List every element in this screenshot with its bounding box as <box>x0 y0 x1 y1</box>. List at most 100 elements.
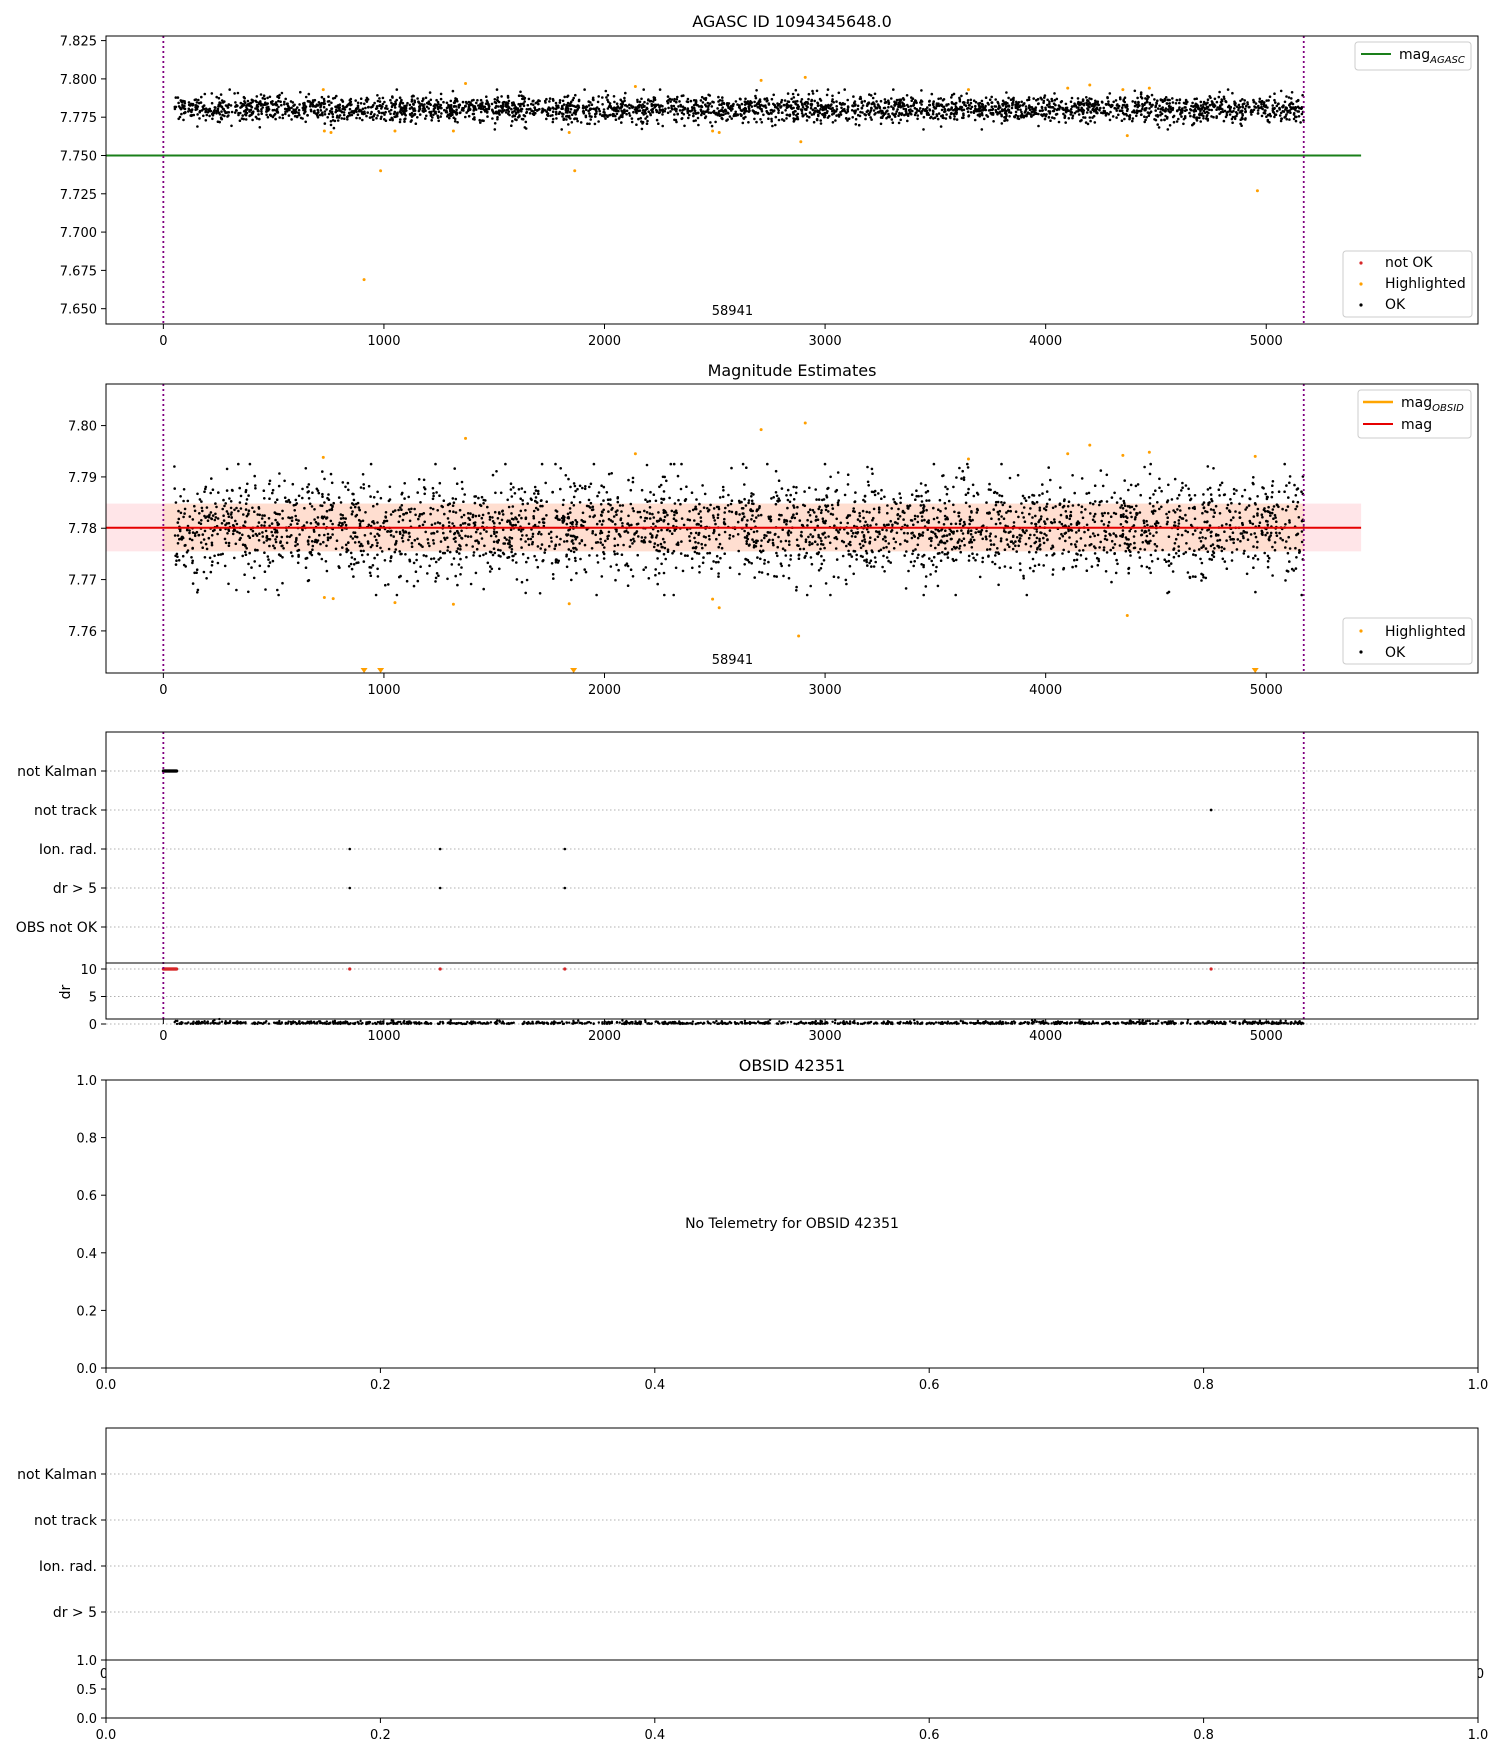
ok-point <box>1256 558 1260 561</box>
ok-point <box>442 100 445 104</box>
ok-point <box>782 103 786 107</box>
ok-point <box>1071 116 1074 120</box>
ok-point <box>537 492 540 496</box>
ok-point <box>1288 109 1291 112</box>
ok-point <box>826 88 830 91</box>
ok-point <box>500 518 504 522</box>
ok-point <box>1220 98 1223 101</box>
ok-point <box>796 117 800 121</box>
ok-point <box>1294 567 1298 570</box>
ok-point <box>497 548 500 552</box>
ok-point <box>1005 101 1008 105</box>
ok-point <box>349 562 353 566</box>
ok-point <box>775 494 779 498</box>
ok-point <box>393 550 397 554</box>
ok-point <box>359 486 363 489</box>
ok-point <box>1199 104 1203 107</box>
ok-point <box>709 503 712 507</box>
ok-point <box>292 104 295 108</box>
ok-point <box>967 114 971 117</box>
ok-point <box>601 103 604 106</box>
ok-point <box>545 117 548 121</box>
ok-point <box>1059 106 1062 109</box>
ok-point <box>380 105 384 108</box>
ok-point <box>785 117 788 120</box>
ok-point <box>876 103 880 106</box>
ok-point <box>967 559 971 562</box>
ok-point <box>1003 501 1006 505</box>
ok-point <box>841 554 845 558</box>
ok-point <box>831 507 835 510</box>
ok-point <box>1266 113 1270 117</box>
ok-point <box>718 542 722 546</box>
ok-point <box>265 113 268 117</box>
ok-point <box>808 486 811 490</box>
ok-point <box>835 114 838 117</box>
ok-point <box>982 117 986 121</box>
ok-point <box>349 535 353 538</box>
ok-point <box>985 114 988 117</box>
ok-point <box>817 569 821 572</box>
ok-point <box>877 511 881 514</box>
ok-point <box>193 509 197 513</box>
ok-point <box>728 566 732 569</box>
ok-point <box>191 559 194 563</box>
ok-point <box>1287 496 1290 499</box>
ok-point <box>668 529 672 533</box>
ok-point <box>1081 99 1085 102</box>
ok-point <box>950 96 953 99</box>
ok-point <box>271 491 274 495</box>
ok-point <box>412 103 415 106</box>
ok-point <box>1159 113 1162 117</box>
ok-point <box>369 495 372 498</box>
ok-point <box>257 113 260 116</box>
ok-point <box>520 94 523 97</box>
ok-point <box>510 495 514 498</box>
ok-point <box>955 476 958 479</box>
ok-point <box>641 103 645 106</box>
ok-point <box>393 115 396 119</box>
ok-point <box>742 116 745 120</box>
ok-point <box>1058 520 1061 524</box>
ok-point <box>1055 97 1059 101</box>
ok-point <box>361 107 365 111</box>
ok-point <box>784 109 787 112</box>
ok-point <box>1274 113 1278 116</box>
ok-point <box>506 498 510 502</box>
ok-point <box>715 112 718 115</box>
ok-point <box>885 110 888 113</box>
ok-point <box>569 104 572 108</box>
ok-point <box>997 583 1000 587</box>
ok-point <box>962 537 966 540</box>
ok-point <box>1167 553 1171 556</box>
ok-point <box>469 102 473 106</box>
ok-point <box>675 511 678 515</box>
ok-point <box>693 109 696 112</box>
ok-point <box>1016 115 1020 118</box>
ok-point <box>575 520 579 524</box>
ok-point <box>238 486 241 490</box>
ok-point <box>344 485 347 489</box>
ok-point <box>872 507 876 511</box>
ok-point <box>1106 524 1110 527</box>
ok-point <box>905 540 909 543</box>
ok-point <box>432 542 436 545</box>
ok-point <box>1178 515 1182 519</box>
ok-point <box>319 104 323 107</box>
ok-point <box>1037 124 1040 128</box>
ok-point <box>1261 533 1264 536</box>
ok-point <box>996 100 999 104</box>
ok-point <box>434 580 437 583</box>
ok-point <box>753 576 756 579</box>
agasc-title: AGASC ID 1094345648.0 <box>692 12 892 31</box>
ok-point <box>966 99 970 102</box>
ok-point <box>696 116 700 120</box>
ok-point <box>468 518 472 521</box>
ok-point <box>669 100 672 103</box>
ok-point <box>1258 521 1262 524</box>
ok-point <box>1290 97 1293 100</box>
ok-point <box>790 107 794 110</box>
ok-point <box>307 579 311 582</box>
ok-point <box>978 101 982 105</box>
ok-point <box>496 98 499 102</box>
